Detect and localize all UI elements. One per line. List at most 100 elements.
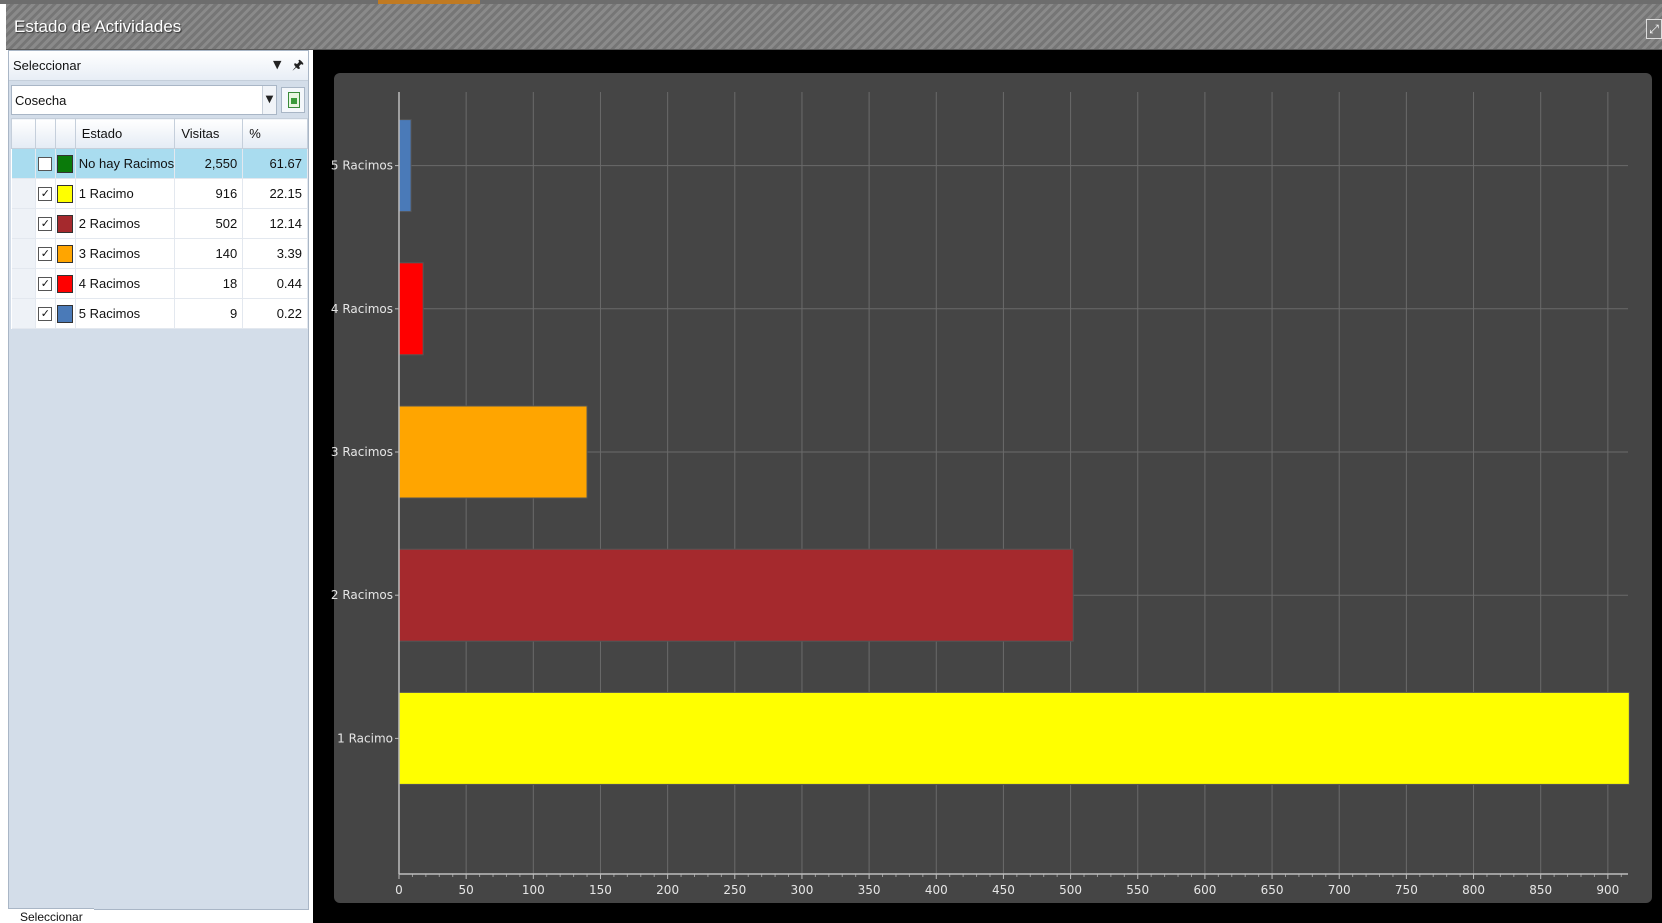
cell-percent: 0.44 — [242, 268, 308, 299]
export-excel-button[interactable] — [281, 87, 305, 113]
panel-header-label: Seleccionar — [13, 58, 81, 73]
row-indicator[interactable] — [11, 268, 36, 299]
x-tick-label: 500 — [1059, 883, 1082, 897]
y-tick-label: 1 Racimo — [337, 731, 393, 745]
color-swatch-cell — [55, 208, 76, 239]
bottom-tab-seleccionar[interactable]: Seleccionar — [8, 908, 94, 923]
x-tick-label: 450 — [992, 883, 1015, 897]
cell-visitas: 9 — [174, 298, 244, 329]
table-row[interactable]: ✓ 3 Racimos 140 3.39 — [11, 238, 308, 269]
bar — [398, 119, 412, 213]
row-header-cell — [11, 118, 36, 149]
cell-estado: 5 Racimos — [75, 298, 176, 329]
row-indicator[interactable] — [11, 178, 36, 209]
cell-estado: 1 Racimo — [75, 178, 176, 209]
color-swatch-cell — [55, 298, 76, 329]
table-row[interactable]: ✓ 5 Racimos 9 0.22 — [11, 298, 308, 329]
excel-icon — [288, 92, 300, 108]
table-row[interactable]: ✓ 4 Racimos 18 0.44 — [11, 268, 308, 299]
y-tick-label: 2 Racimos — [331, 588, 393, 602]
table-row[interactable]: No hay Racimos 2,550 61.67 — [11, 148, 308, 179]
row-indicator[interactable] — [11, 238, 36, 269]
color-swatch — [57, 304, 74, 323]
row-indicator[interactable] — [11, 208, 36, 239]
row-indicator[interactable] — [11, 148, 36, 179]
chevron-down-icon[interactable]: ▼ — [262, 86, 276, 114]
bar — [398, 262, 424, 356]
table-row[interactable]: ✓ 2 Racimos 502 12.14 — [11, 208, 308, 239]
color-swatch — [57, 244, 74, 263]
row-checkbox[interactable]: ✓ — [38, 277, 53, 292]
x-tick-label: 250 — [723, 883, 746, 897]
x-tick-label: 50 — [459, 883, 474, 897]
filter-panel: Seleccionar ▼ 🖈 Cosecha ▼ Estado Visitas… — [8, 50, 309, 910]
cell-percent: 3.39 — [242, 238, 308, 269]
color-swatch-cell — [55, 148, 76, 179]
x-tick-label: 650 — [1261, 883, 1284, 897]
cell-percent: 61.67 — [242, 148, 308, 179]
x-tick-label: 600 — [1193, 883, 1216, 897]
row-indicator[interactable] — [11, 298, 36, 329]
combobox-value: Cosecha — [15, 93, 67, 108]
color-swatch — [57, 274, 74, 293]
cell-estado: No hay Racimos — [75, 148, 176, 179]
table-header-row: Estado Visitas % — [11, 118, 308, 149]
cell-percent: 0.22 — [242, 298, 308, 329]
bar — [398, 548, 1074, 642]
x-tick-label: 200 — [656, 883, 679, 897]
x-tick-label: 700 — [1328, 883, 1351, 897]
active-tab-indicator — [378, 0, 480, 4]
status-table: Estado Visitas % No hay Racimos 2,550 61.6… — [11, 118, 308, 329]
color-swatch-cell — [55, 178, 76, 209]
row-checkbox[interactable] — [38, 157, 53, 172]
x-tick-label: 0 — [395, 883, 403, 897]
color-swatch-cell — [55, 238, 76, 269]
row-checkbox-cell[interactable]: ✓ — [35, 208, 56, 239]
row-checkbox[interactable]: ✓ — [38, 307, 53, 322]
cell-estado: 2 Racimos — [75, 208, 176, 239]
column-header-visitas[interactable]: Visitas — [174, 118, 244, 149]
x-tick-label: 850 — [1529, 883, 1552, 897]
x-tick-label: 750 — [1395, 883, 1418, 897]
x-tick-label: 150 — [589, 883, 612, 897]
bar — [398, 691, 1630, 785]
color-swatch — [57, 154, 74, 173]
bar — [398, 405, 588, 499]
row-checkbox-cell[interactable] — [35, 148, 56, 179]
y-tick-label: 4 Racimos — [331, 302, 393, 316]
row-checkbox[interactable]: ✓ — [38, 247, 53, 262]
x-tick-label: 400 — [925, 883, 948, 897]
top-accent-line — [0, 0, 1662, 4]
color-column-header — [54, 118, 76, 149]
cell-visitas: 140 — [174, 238, 244, 269]
row-checkbox-cell[interactable]: ✓ — [35, 238, 56, 269]
row-checkbox-cell[interactable]: ✓ — [35, 178, 56, 209]
row-checkbox-cell[interactable]: ✓ — [35, 268, 56, 299]
window-title: Estado de Actividades — [14, 17, 182, 36]
bottom-tab-label: Seleccionar — [20, 910, 83, 923]
x-tick-label: 550 — [1126, 883, 1149, 897]
color-swatch — [57, 214, 74, 233]
column-header-estado[interactable]: Estado — [74, 118, 176, 149]
panel-dropdown-icon[interactable]: ▼ — [273, 58, 282, 71]
row-checkbox[interactable]: ✓ — [38, 187, 53, 202]
cell-estado: 3 Racimos — [75, 238, 176, 269]
x-tick-label: 100 — [522, 883, 545, 897]
column-header-percent[interactable]: % — [242, 118, 308, 149]
cell-visitas: 2,550 — [174, 148, 244, 179]
table-row[interactable]: ✓ 1 Racimo 916 22.15 — [11, 178, 308, 209]
x-tick-label: 350 — [858, 883, 881, 897]
pin-icon[interactable]: 🖈 — [292, 58, 305, 73]
row-checkbox[interactable]: ✓ — [38, 217, 53, 232]
panel-header: Seleccionar ▼ 🖈 — [9, 51, 308, 81]
row-checkbox-cell[interactable]: ✓ — [35, 298, 56, 329]
cell-percent: 22.15 — [242, 178, 308, 209]
activity-combobox[interactable]: Cosecha ▼ — [11, 85, 277, 115]
x-tick-label: 300 — [790, 883, 813, 897]
x-tick-label: 800 — [1462, 883, 1485, 897]
cell-percent: 12.14 — [242, 208, 308, 239]
y-tick-label: 3 Racimos — [331, 445, 393, 459]
cell-visitas: 18 — [174, 268, 244, 299]
